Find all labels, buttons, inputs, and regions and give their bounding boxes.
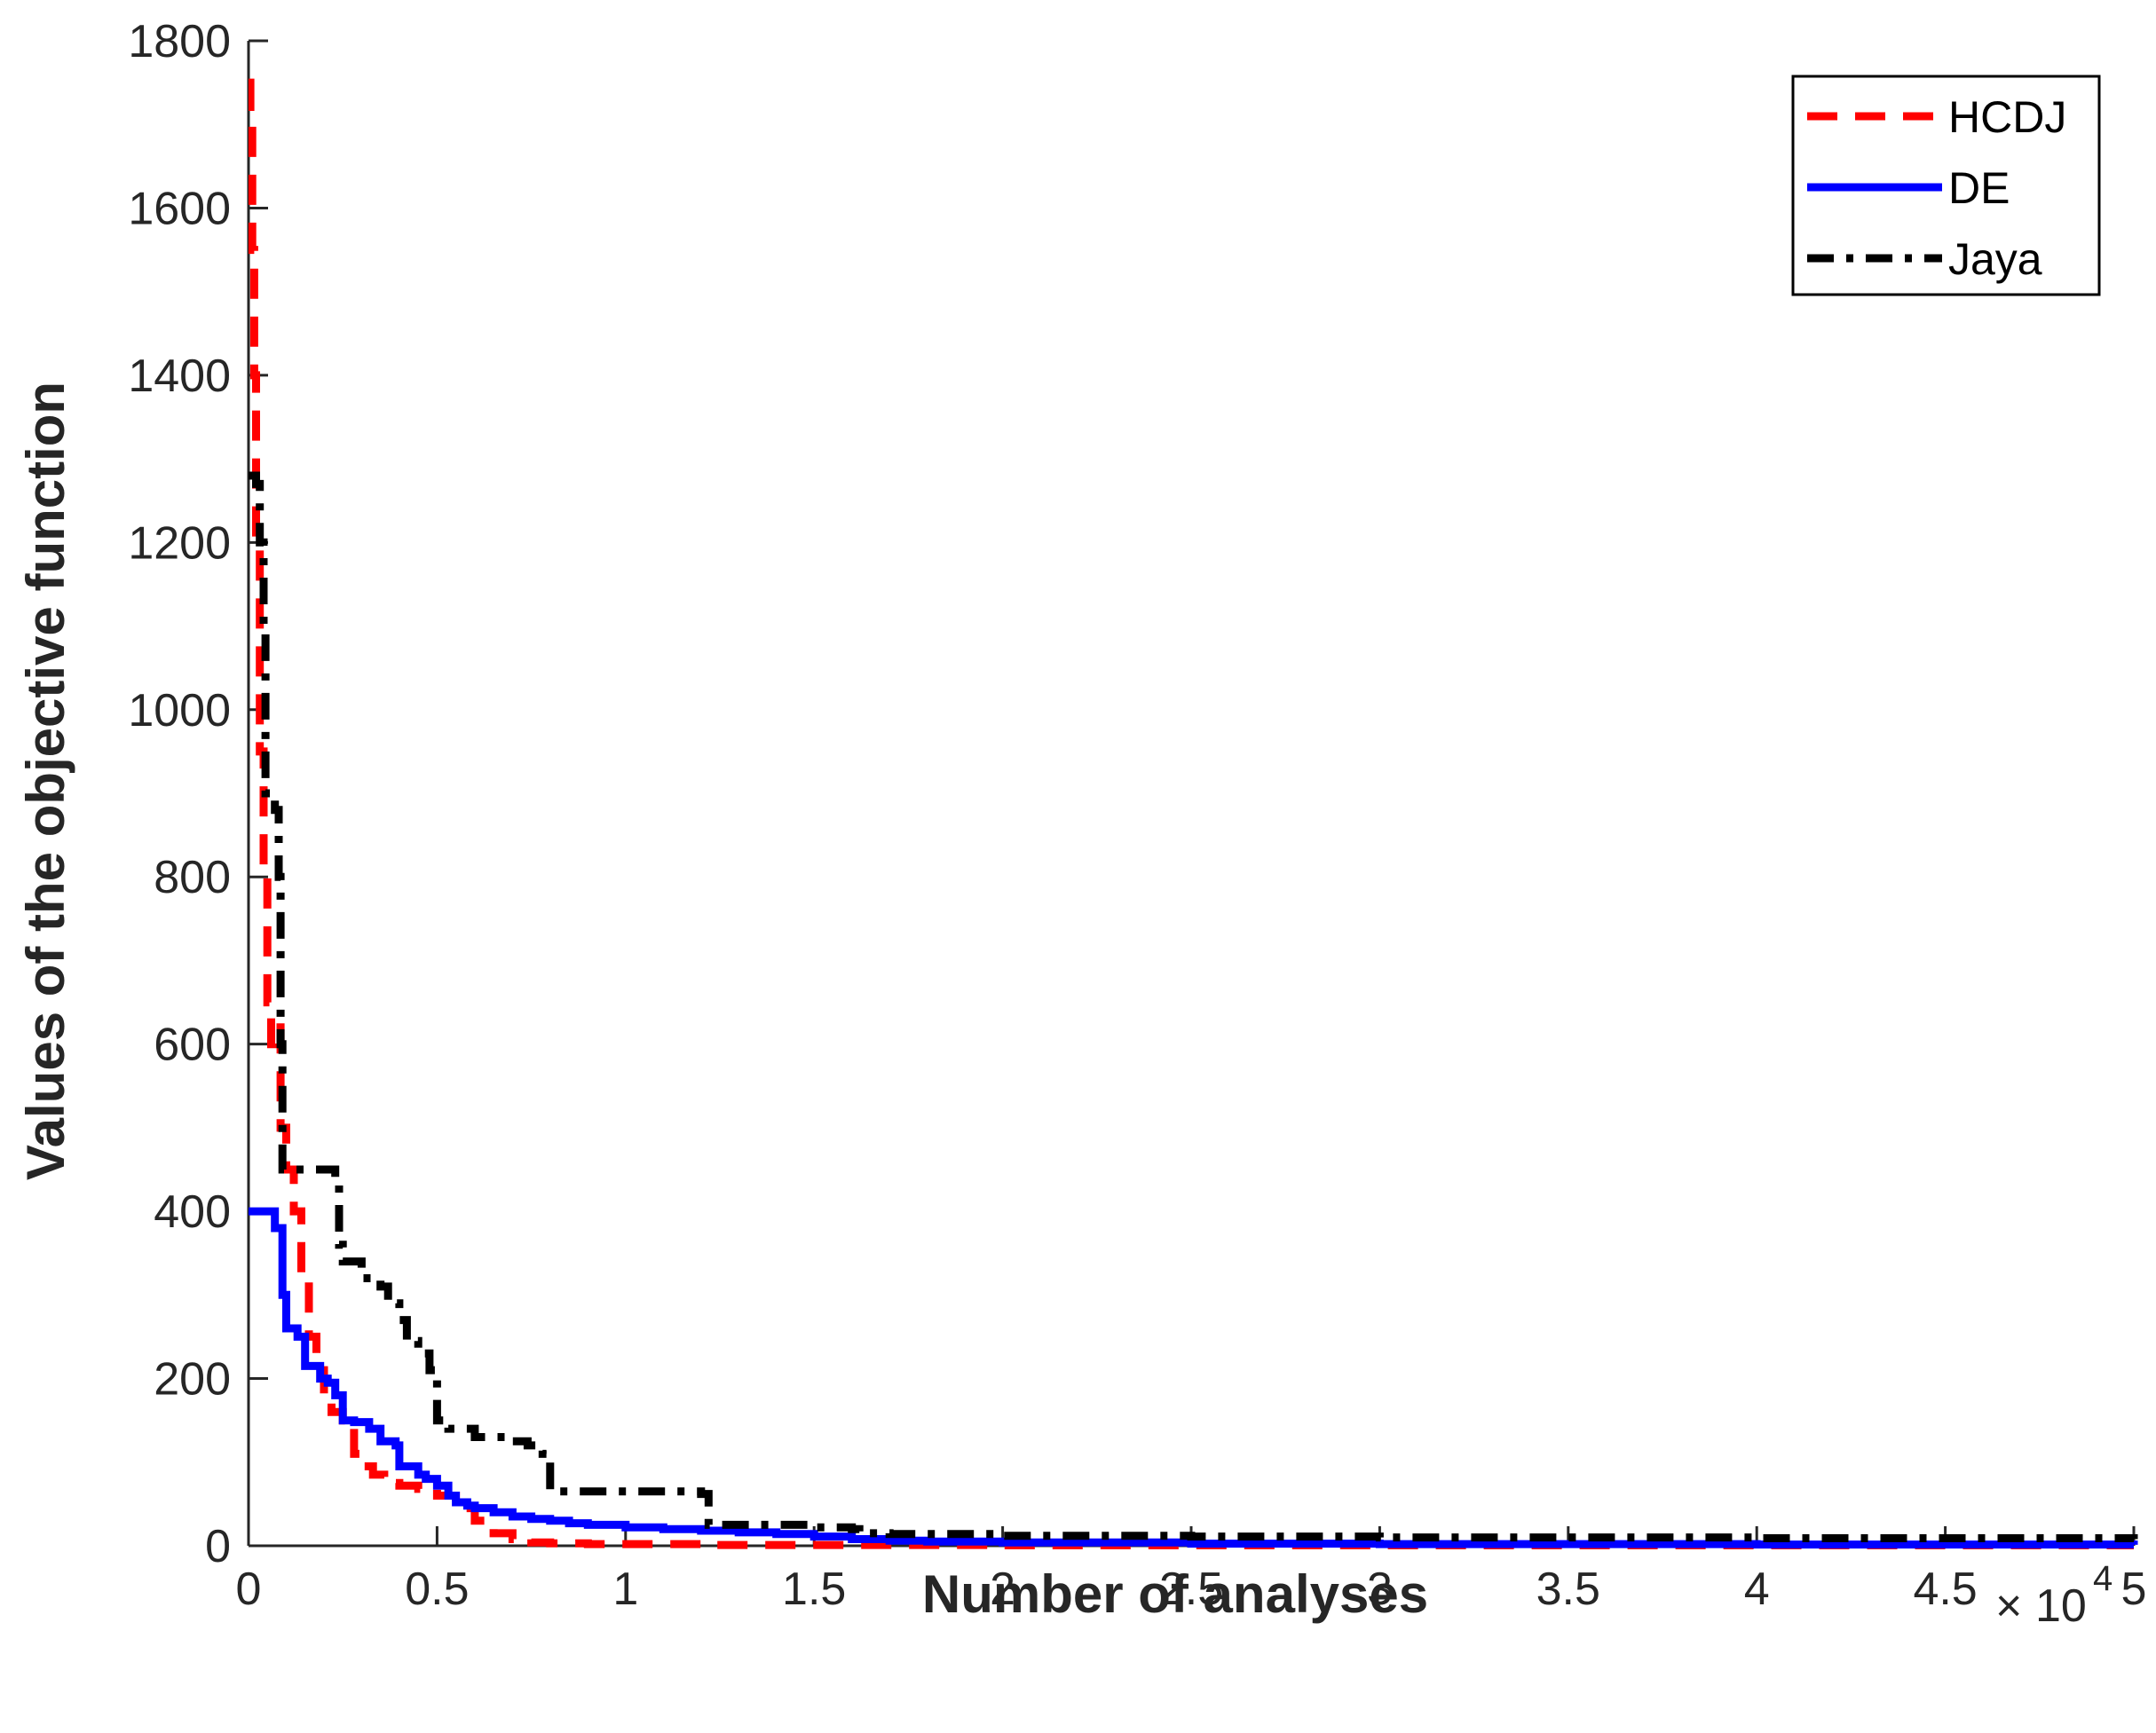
y-tick-label: 1000 [128, 685, 231, 737]
y-tick-label: 1200 [128, 517, 231, 569]
x-tick-label: 4.5 [1913, 1564, 1977, 1615]
y-tick-label: 1400 [128, 351, 231, 402]
y-tick-label: 1800 [128, 16, 231, 67]
plot-area [249, 78, 2138, 1549]
x-tick-label: 2.5 [1159, 1564, 1223, 1615]
y-tick-label: 1600 [128, 183, 231, 234]
y-tick-label: 0 [205, 1521, 231, 1572]
x-tick-label: 0 [236, 1564, 262, 1615]
x-axis-multiplier: × 10 4 [1995, 1559, 2113, 1632]
x-tick-label: 3 [1367, 1564, 1393, 1615]
y-tick-label: 800 [154, 852, 231, 903]
series-line-hcdj [249, 78, 2134, 1549]
x-multiplier-base: 10 [2035, 1580, 2087, 1632]
axes: 0 0.5 1 1.5 2 2.5 3 3.5 4 4.5 5 0 200 400 600 800 1000 12… [128, 16, 2146, 1615]
legend-label-jaya: Jaya [1948, 234, 2042, 284]
x-multiplier-exponent: 4 [2093, 1559, 2113, 1598]
y-tick-label: 200 [154, 1354, 231, 1406]
x-tick-label: 2 [990, 1564, 1015, 1615]
y-tick-label: 400 [154, 1186, 231, 1238]
y-axis-title: Values of the objective function [16, 382, 75, 1180]
x-tick-label: 1 [612, 1564, 638, 1615]
x-tick-label: 5 [2121, 1564, 2147, 1615]
series-line-jaya [249, 471, 2138, 1542]
x-tick-label: 1.5 [782, 1564, 846, 1615]
series-line-de [249, 1207, 2138, 1549]
x-tick-label: 4 [1744, 1564, 1770, 1615]
x-tick-label: 3.5 [1536, 1564, 1600, 1615]
x-tick-label: 0.5 [405, 1564, 469, 1615]
legend: HCDJ DE Jaya [1791, 75, 2101, 296]
x-multiplier-times: × [1995, 1580, 2022, 1632]
x-axis-title: Number of analyses [922, 1564, 1428, 1624]
legend-label-hcdj: HCDJ [1948, 92, 2066, 142]
legend-label-de: DE [1948, 163, 2010, 213]
y-tick-label: 600 [154, 1020, 231, 1071]
